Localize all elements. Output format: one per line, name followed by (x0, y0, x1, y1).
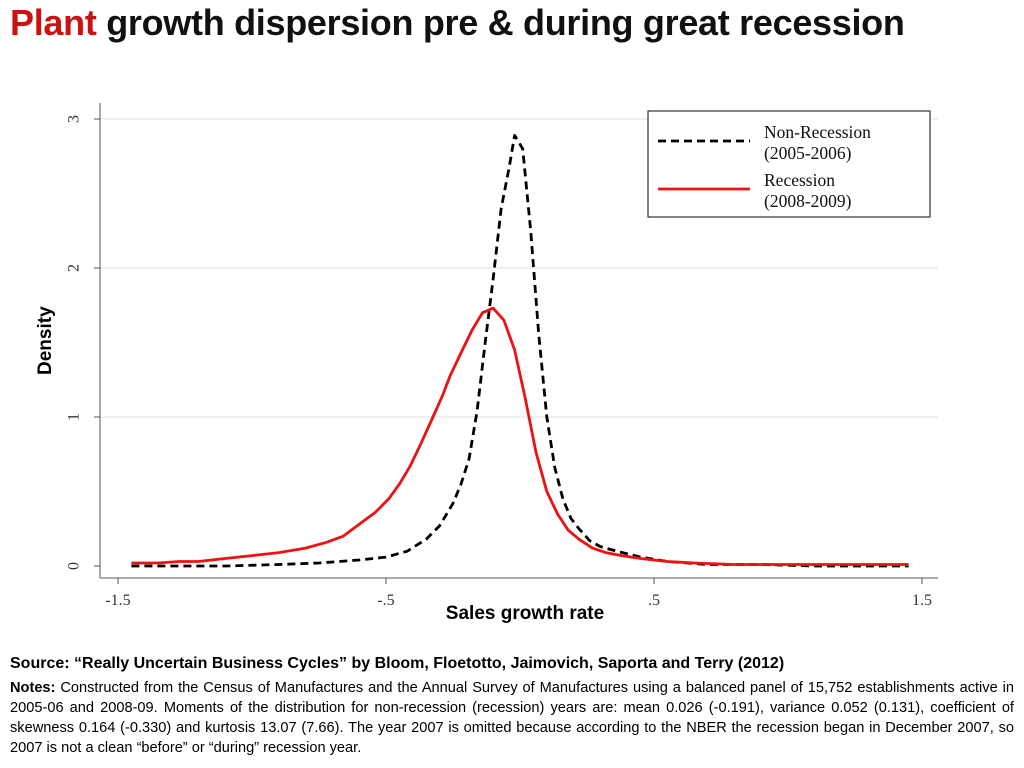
y-axis-label: Density (35, 306, 56, 375)
x-tick-label-2: .5 (648, 592, 660, 609)
y-tick-label-0: 0 (66, 562, 83, 570)
legend-label-0-0: Non-Recession (764, 122, 871, 142)
title-accent-word: Plant (10, 2, 97, 43)
x-tick-label-0: -1.5 (105, 592, 130, 609)
y-tick-label-2: 2 (66, 264, 83, 272)
legend: Non-Recession(2005-2006) Recession(2008-2… (647, 110, 931, 218)
title-rest: growth dispersion pre & during great rec… (106, 2, 905, 43)
legend-label-1-1: (2008-2009) (764, 191, 852, 211)
notes-text: Constructed from the Census of Manufactu… (10, 680, 1014, 756)
y-tick-label-3: 3 (66, 115, 83, 123)
x-tick-label-3: 1.5 (912, 592, 932, 609)
series-line-1 (131, 306, 909, 566)
slide-title: Plant growth dispersion pre & during gre… (10, 2, 905, 44)
density-chart: 0 1 2 3 -1.5 -.5 .5 1.5 Non-Recession(2005-2006… (66, 103, 938, 609)
y-tick-label-1: 1 (66, 413, 83, 421)
axes: 0 1 2 3 -1.5 -.5 .5 1.5 (66, 103, 938, 609)
series-lines (131, 133, 909, 568)
notes-label: Notes: (10, 680, 56, 696)
x-tick-label-1: -.5 (377, 592, 394, 609)
legend-label-1-0: Recession (764, 170, 835, 190)
series-line-0 (131, 133, 909, 568)
notes-paragraph: Notes: Constructed from the Census of Ma… (10, 678, 1014, 758)
source-citation: Source: “Really Uncertain Business Cycle… (10, 655, 785, 672)
x-axis-label: Sales growth rate (445, 603, 605, 624)
legend-box (647, 110, 931, 218)
legend-label-0-1: (2005-2006) (764, 143, 852, 163)
